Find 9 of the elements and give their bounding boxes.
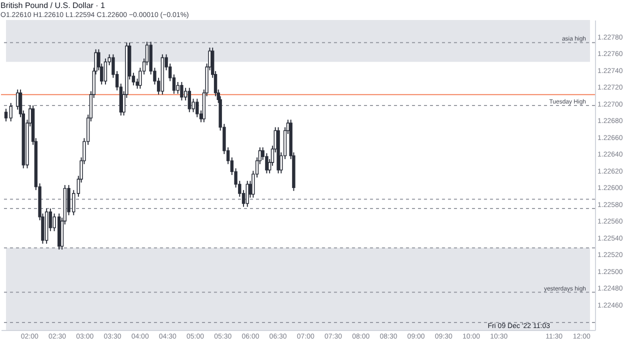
- candlestick: [16, 89, 20, 110]
- candlestick: [188, 87, 192, 113]
- candlestick: [196, 98, 199, 118]
- candlestick: [4, 108, 8, 122]
- candlestick: [176, 82, 180, 94]
- candlestick: [180, 82, 184, 101]
- candlestick: [9, 102, 12, 122]
- candlestick: [104, 58, 108, 86]
- chart-title: British Pound / U.S. Dollar · 1: [0, 1, 106, 10]
